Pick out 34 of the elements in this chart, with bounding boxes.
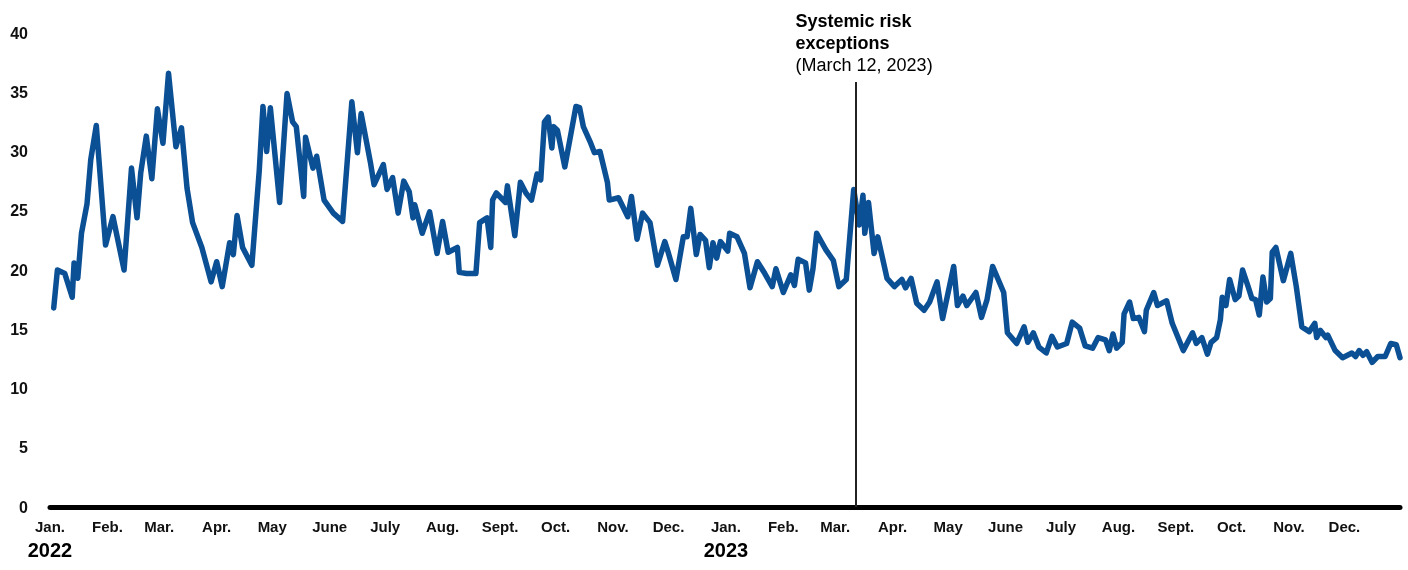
x-tick-label: Dec. bbox=[1328, 517, 1361, 535]
x-tick-label: Sept. bbox=[481, 517, 519, 535]
x-tick-label: Sept. bbox=[1157, 517, 1195, 535]
x-tick-label: Nov. bbox=[597, 517, 629, 535]
x-tick-label: Nov. bbox=[1273, 517, 1305, 535]
x-tick-label: Jan. 2023 bbox=[703, 517, 749, 561]
y-tick-label: 0 bbox=[19, 498, 29, 516]
x-tick-label: Apr. bbox=[202, 517, 232, 535]
x-tick-label: Apr. bbox=[878, 517, 908, 535]
x-tick-label: May bbox=[933, 517, 964, 535]
x-tick-label: May bbox=[257, 517, 288, 535]
x-tick-label: Feb. bbox=[767, 517, 799, 535]
y-tick-label: 20 bbox=[10, 261, 29, 279]
x-tick-label: Jan. 2022 bbox=[27, 517, 73, 561]
x-tick-label: June bbox=[312, 517, 348, 535]
x-tick-label: Feb. bbox=[91, 517, 123, 535]
x-tick-label: Oct. bbox=[540, 517, 571, 535]
y-tick-label: 35 bbox=[10, 83, 29, 101]
ref-line-label: Systemic risk exceptions (March 12, 2023) bbox=[795, 11, 933, 75]
y-tick-label: 25 bbox=[10, 202, 29, 220]
x-tick-label: Mar. bbox=[144, 517, 175, 535]
y-tick-label: 15 bbox=[10, 320, 29, 338]
x-tick-label: Mar. bbox=[820, 517, 851, 535]
y-tick-label: 10 bbox=[10, 380, 29, 397]
x-tick-label: Aug. bbox=[1101, 517, 1136, 535]
x-tick-label: July bbox=[370, 517, 401, 535]
x-tick-label: June bbox=[988, 517, 1024, 535]
y-tick-label: 5 bbox=[19, 439, 29, 457]
x-tick-label: Oct. bbox=[1216, 517, 1247, 535]
y-tick-label: 40 bbox=[10, 24, 29, 42]
x-tick-label: Dec. bbox=[652, 517, 685, 535]
y-tick-label: 30 bbox=[10, 143, 29, 160]
x-tick-label: Aug. bbox=[425, 517, 460, 535]
x-tick-label: July bbox=[1046, 517, 1077, 535]
